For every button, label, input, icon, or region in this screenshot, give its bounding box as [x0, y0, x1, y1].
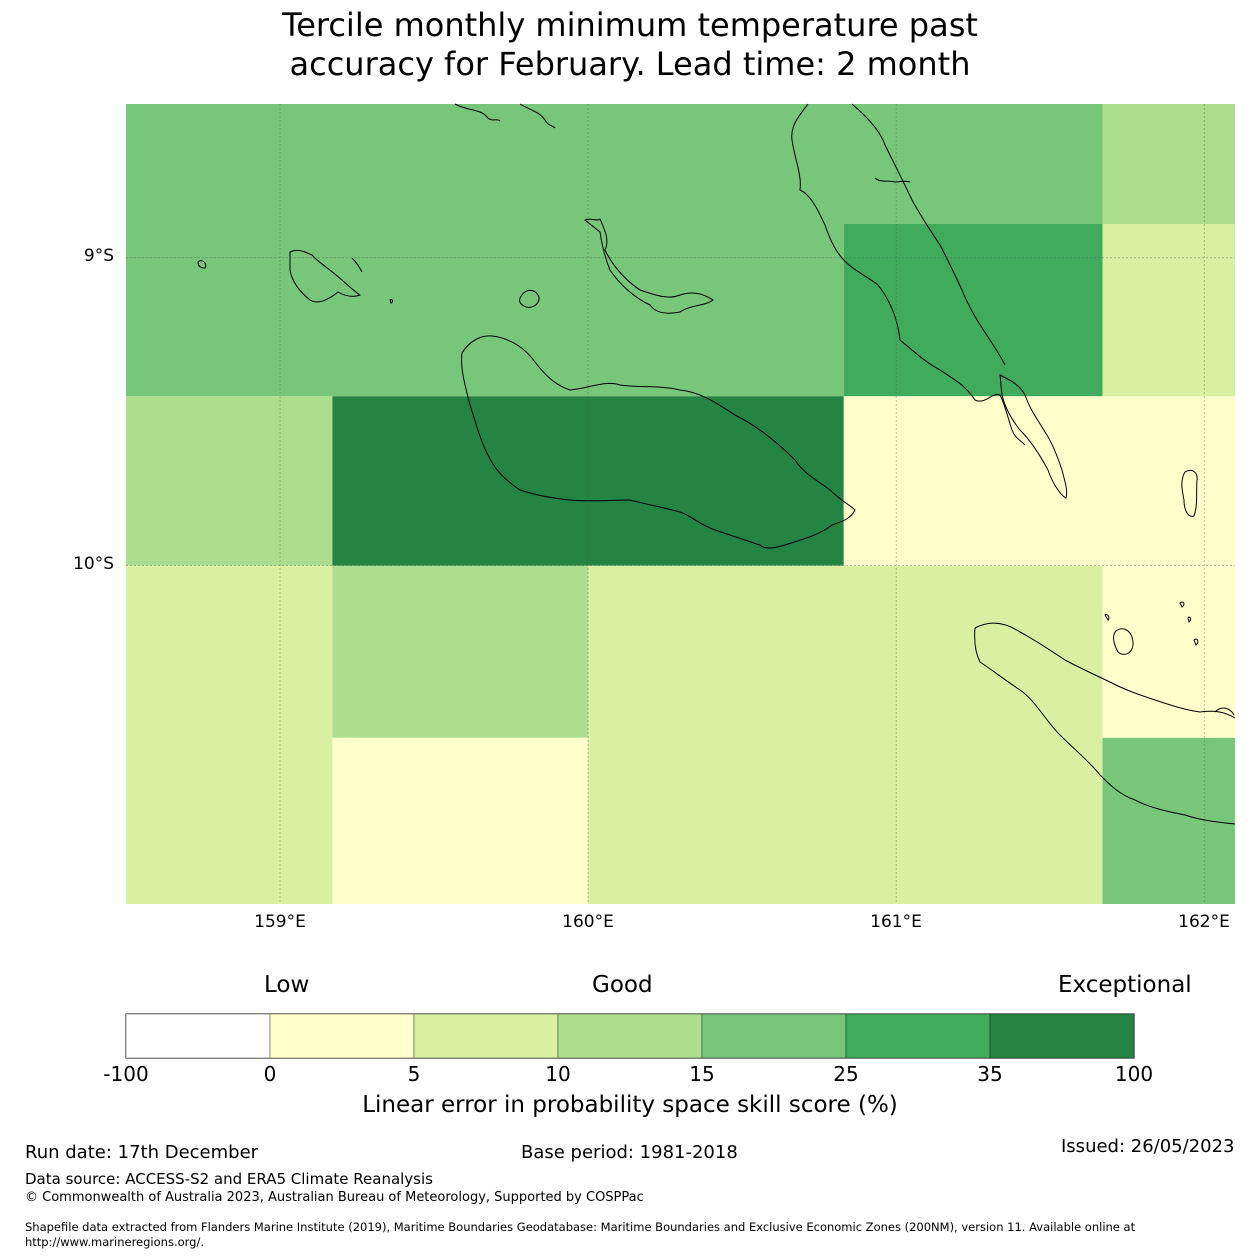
lon-label-160e: 160°E: [562, 912, 614, 932]
colorbar-tick: 100: [1114, 1062, 1154, 1086]
title-line-2: accuracy for February. Lead time: 2 mont…: [289, 45, 971, 83]
grid-cell: [126, 565, 333, 904]
coastline-malaita-north: [1181, 469, 1198, 517]
grid-cell: [588, 565, 1103, 904]
colorbar-segment: [269, 1013, 415, 1059]
lon-label-159e: 159°E: [254, 912, 306, 932]
coastlines: [197, 103, 1236, 825]
coastline-guadalcanal: [461, 335, 856, 549]
data-source: Data source: ACCESS-S2 and ERA5 Climate …: [25, 1170, 433, 1188]
coastline-small-island: [519, 289, 540, 308]
colorbar-tick: 0: [263, 1062, 277, 1086]
issued-date: Issued: 26/05/2023: [1061, 1136, 1235, 1157]
colorbar-tick: 35: [977, 1062, 1003, 1086]
grid-cell: [1102, 565, 1235, 738]
lat-label-10s: 10°S: [73, 554, 114, 574]
grid-cell: [332, 565, 589, 738]
base-period: Base period: 1981-2018: [521, 1142, 738, 1163]
lon-label-162e: 162°E: [1178, 912, 1230, 932]
copyright: © Commonwealth of Australia 2023, Austra…: [25, 1190, 644, 1205]
coastline-ulawa: [1104, 601, 1235, 716]
colorbar-tick: 15: [689, 1062, 715, 1086]
colorbar: [125, 1013, 1135, 1059]
colorbar-tick: -100: [103, 1062, 149, 1086]
colorbar-category-exceptional: Exceptional: [1058, 972, 1192, 998]
coastline-isabel-north: [454, 103, 556, 129]
lat-label-9s: 9°S: [83, 246, 114, 266]
grid-cell: [1102, 104, 1235, 224]
coastline-santa-isabel: [791, 103, 1026, 446]
skill-grid: [126, 104, 1235, 904]
title-line-1: Tercile monthly minimum temperature past: [282, 6, 978, 44]
colorbar-segment: [989, 1013, 1135, 1059]
colorbar-category-good: Good: [592, 972, 653, 998]
shapefile-credit-line-2: http://www.marineregions.org/.: [25, 1235, 204, 1249]
chart-title: Tercile monthly minimum temperature past…: [0, 6, 1260, 84]
grid-cell: [332, 737, 589, 904]
run-date: Run date: 17th December: [25, 1142, 259, 1163]
colorbar-segment: [701, 1013, 847, 1059]
lon-label-161e: 161°E: [870, 912, 922, 932]
colorbar-tick: 5: [407, 1062, 421, 1086]
grid-cell: [843, 396, 1235, 566]
coastline-florida: [584, 218, 714, 314]
coastline-makira: [974, 622, 1236, 825]
colorbar-tick: 25: [833, 1062, 859, 1086]
grid-cell: [843, 224, 1103, 397]
colorbar-category-low: Low: [264, 972, 310, 998]
coastline-russell-islands: [197, 249, 394, 304]
colorbar-segment: [845, 1013, 991, 1059]
colorbar-segment: [557, 1013, 703, 1059]
colorbar-tick: 10: [545, 1062, 571, 1086]
grid-cell: [1102, 737, 1235, 904]
coastline-isabel-east: [851, 103, 1006, 366]
colorbar-segment: [125, 1013, 271, 1059]
grid-cell: [126, 224, 844, 397]
colorbar-segment: [413, 1013, 559, 1059]
coastline-east-islands: [999, 374, 1068, 499]
grid-cell: [126, 396, 333, 566]
shapefile-credit-line-1: Shapefile data extracted from Flanders M…: [25, 1220, 1136, 1234]
colorbar-label: Linear error in probability space skill …: [362, 1092, 898, 1118]
graticule: [126, 104, 1235, 904]
grid-cell: [1102, 224, 1235, 397]
grid-cell: [126, 104, 1103, 224]
